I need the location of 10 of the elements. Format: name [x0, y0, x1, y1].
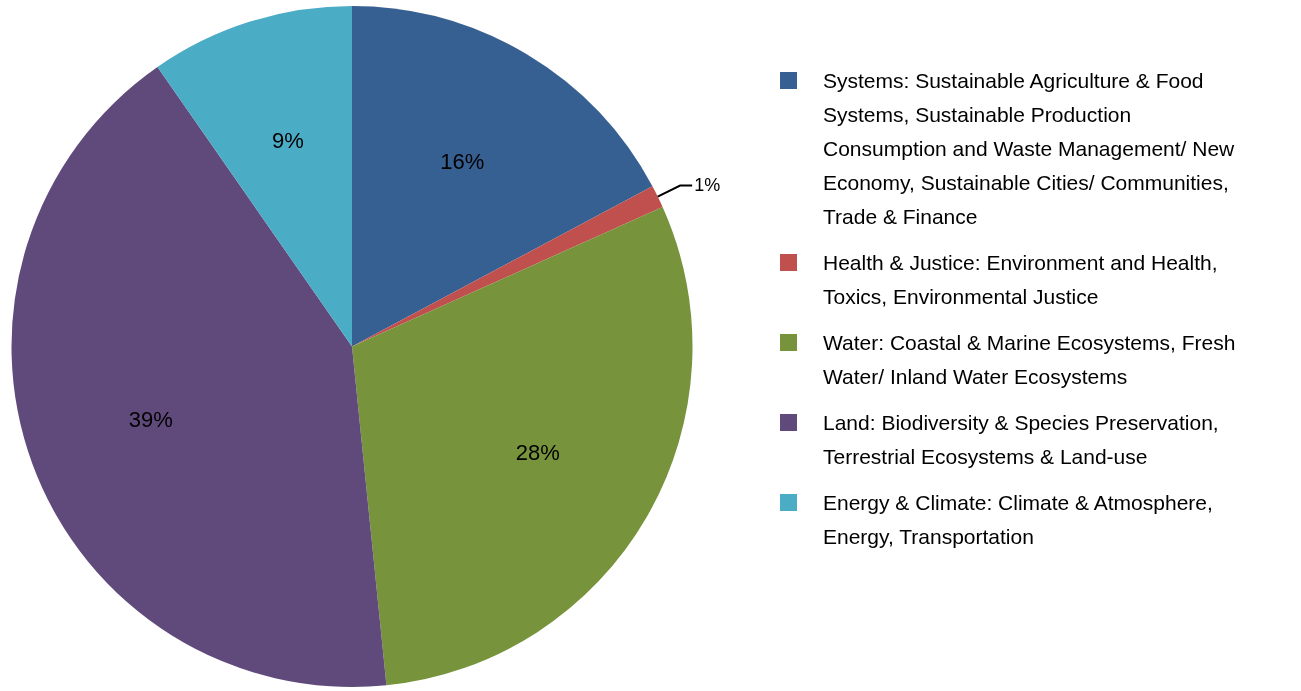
data-label: 39%: [128, 407, 173, 433]
data-label: 9%: [271, 127, 304, 153]
legend-label: Water: Coastal & Marine Ecosystems, Fresh Water/ Inland Water Ecosystems: [823, 330, 1237, 390]
data-label: 16%: [440, 148, 485, 174]
legend-label: Land: Biodiversity & Species Preservation, Terrestrial Ecosystems & Land-use: [823, 410, 1220, 470]
legend-label: Health & Justice: Environment and Health, Toxics, Environmental Justice: [823, 250, 1219, 310]
data-label: 28%: [515, 439, 560, 465]
legend-label: Energy & Climate: Climate & Atmosphere, Energy, Transportation: [823, 490, 1214, 550]
legend-label: Systems: Sustainable Agriculture & Food Systems, Sustainable Production Consumption and Waste Management/ New Economy, Sustainable Cities/ Communities, Trade & Finance: [823, 68, 1236, 230]
data-label: 1%: [694, 174, 721, 195]
